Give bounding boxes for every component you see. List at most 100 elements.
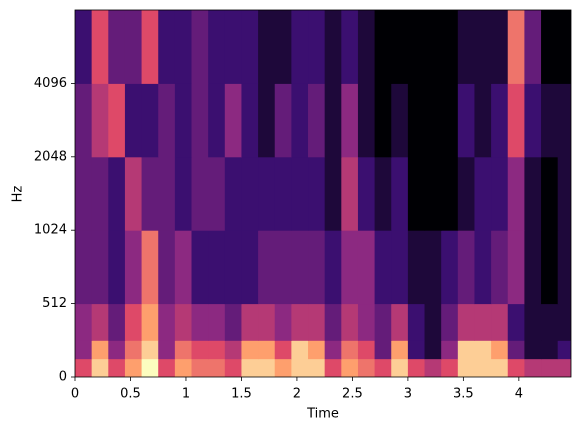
y-tick-label: 0 <box>59 370 67 385</box>
spectrogram-cell <box>507 340 525 360</box>
spectrogram-cell <box>291 303 309 341</box>
spectrogram-cell <box>441 358 459 377</box>
spectrogram-cell <box>91 230 109 305</box>
spectrogram-cell <box>158 303 176 341</box>
spectrogram-cell <box>308 230 326 305</box>
spectrogram-cell <box>507 156 525 231</box>
spectrogram-cell <box>407 303 426 341</box>
spectrogram-cell <box>241 10 259 84</box>
spectrogram-cell <box>75 156 93 231</box>
spectrogram-cell <box>324 340 342 360</box>
spectrogram-cell <box>274 83 292 158</box>
spectrogram-cell <box>241 340 259 360</box>
spectrogram-cell <box>191 156 209 231</box>
spectrogram-cell <box>108 303 126 341</box>
spectrogram-cell <box>274 358 292 377</box>
spectrogram-cell <box>75 303 93 341</box>
spectrogram-cell <box>407 230 426 305</box>
spectrogram-cell <box>441 340 459 360</box>
spectrogram-cell <box>491 156 509 231</box>
spectrogram-cell <box>108 230 126 305</box>
spectrogram-cell <box>191 10 209 84</box>
spectrogram-cell <box>241 303 259 341</box>
spectrogram-cell <box>541 83 559 158</box>
spectrogram-cell <box>557 340 571 360</box>
spectrogram-cell <box>424 230 442 305</box>
spectrogram-cell <box>208 83 226 158</box>
spectrogram-cell <box>424 303 442 341</box>
spectrogram-cell <box>258 358 276 377</box>
spectrogram-cell <box>224 156 242 231</box>
spectrogram-cell <box>491 358 509 377</box>
spectrogram-cell <box>174 83 193 158</box>
spectrogram-cell <box>191 340 209 360</box>
spectrogram-cell <box>524 10 542 84</box>
spectrogram-cell <box>158 230 176 305</box>
x-axis-label: Time <box>306 407 339 422</box>
spectrogram-cell <box>541 230 559 305</box>
spectrogram-cell <box>391 156 409 231</box>
spectrogram-cell <box>174 358 193 377</box>
spectrogram-cell <box>474 303 492 341</box>
spectrogram-cell <box>158 340 176 360</box>
spectrogram-cell <box>174 340 193 360</box>
spectrogram-cell <box>474 358 492 377</box>
spectrogram-cell <box>541 156 559 231</box>
spectrogram-cell <box>441 83 459 158</box>
spectrogram-cell <box>557 358 571 377</box>
y-tick-label: 1024 <box>34 223 67 238</box>
spectrogram-cell <box>291 340 309 360</box>
spectrogram-cell <box>191 358 209 377</box>
spectrogram-cell <box>374 230 392 305</box>
spectrogram-cell <box>474 156 492 231</box>
spectrogram-cell <box>291 358 309 377</box>
x-tick-label: 0.5 <box>120 387 141 402</box>
spectrogram-cell <box>357 230 376 305</box>
x-tick-label: 2.5 <box>342 387 363 402</box>
spectrogram-cell <box>141 340 159 360</box>
spectrogram-cell <box>141 358 159 377</box>
spectrogram-cell <box>208 230 226 305</box>
spectrogram-cell <box>557 156 571 231</box>
spectrogram-cell <box>424 358 442 377</box>
spectrogram-cell <box>291 10 309 84</box>
spectrogram-cell <box>424 156 442 231</box>
spectrogram-cell <box>158 10 176 84</box>
spectrogram-cell <box>158 358 176 377</box>
spectrogram-cell <box>341 303 359 341</box>
spectrogram-cell <box>91 10 109 84</box>
x-tick-label: 2 <box>293 387 301 402</box>
spectrogram-cell <box>274 156 292 231</box>
y-tick-label: 512 <box>42 296 67 311</box>
spectrogram-cell <box>291 230 309 305</box>
spectrogram-cell <box>407 358 426 377</box>
spectrogram-cell <box>324 303 342 341</box>
spectrogram-cell <box>441 230 459 305</box>
spectrogram-cell <box>108 83 126 158</box>
spectrogram-cell <box>457 156 475 231</box>
x-tick-label: 1 <box>182 387 190 402</box>
spectrogram-cell <box>308 303 326 341</box>
spectrogram-cell <box>557 230 571 305</box>
spectrogram-cell <box>141 230 159 305</box>
spectrogram-cell <box>507 10 525 84</box>
x-tick-label: 0 <box>71 387 79 402</box>
spectrogram-cell <box>541 358 559 377</box>
spectrogram-cell <box>457 358 475 377</box>
spectrogram-cell <box>124 230 143 305</box>
spectrogram-cell <box>391 358 409 377</box>
spectrogram-cell <box>91 303 109 341</box>
spectrogram-cell <box>108 10 126 84</box>
spectrogram-cell <box>391 340 409 360</box>
spectrogram-cell <box>174 303 193 341</box>
spectrogram-cell <box>374 156 392 231</box>
spectrogram-cell <box>108 358 126 377</box>
spectrogram-cell <box>507 358 525 377</box>
spectrogram-cell <box>341 83 359 158</box>
y-tick-label: 2048 <box>34 149 67 164</box>
x-tick-label: 4 <box>515 387 523 402</box>
spectrogram-cell <box>524 303 542 341</box>
spectrogram-cell <box>524 358 542 377</box>
spectrogram-cell <box>524 83 542 158</box>
spectrogram-cell <box>341 358 359 377</box>
